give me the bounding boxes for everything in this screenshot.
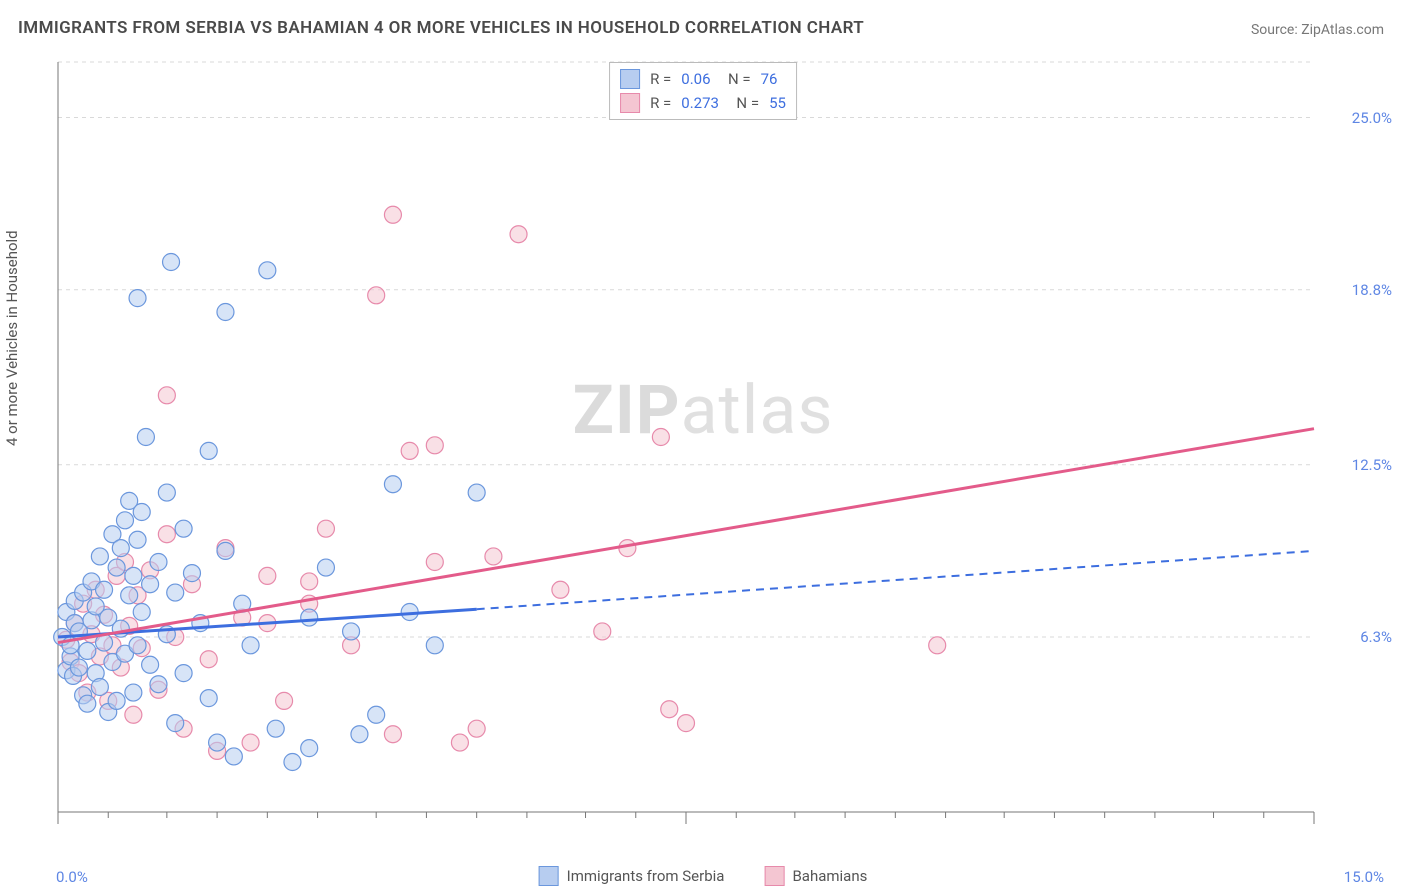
x-axis-min-label: 0.0% [56,868,88,886]
source-attribution: Source: ZipAtlas.com [1251,22,1384,38]
legend-series-label-1: Bahamians [792,867,867,885]
legend-item-0: Immigrants from Serbia [539,866,725,886]
plot-area [52,60,1382,850]
chart-title: IMMIGRANTS FROM SERBIA VS BAHAMIAN 4 OR … [18,18,864,38]
stat-n-value-1: 55 [769,94,786,112]
y-axis-label: 4 or more Vehicles in Household [3,230,21,446]
x-axis-max-label: 15.0% [1344,868,1384,886]
legend-swatch-1 [620,93,640,113]
y-tick-label: 18.8% [1352,281,1392,299]
legend-stats: R = 0.06 N = 76 R = 0.273 N = 55 [609,62,797,120]
stat-n-label-0: N = [721,70,751,88]
y-tick-label: 25.0% [1352,109,1392,127]
stat-r-label-0: R = [650,70,671,88]
chart-container: IMMIGRANTS FROM SERBIA VS BAHAMIAN 4 OR … [0,0,1406,892]
chart-svg [52,60,1382,850]
stat-r-value-1: 0.273 [681,94,719,112]
legend-stats-row-1: R = 0.273 N = 55 [620,91,786,115]
legend-series-label-0: Immigrants from Serbia [567,867,725,885]
stat-n-value-0: 76 [761,70,778,88]
y-tick-label: 12.5% [1352,456,1392,474]
stat-r-label-1: R = [650,94,671,112]
legend-series-swatch-1 [764,866,784,886]
stat-n-label-1: N = [729,94,759,112]
legend-swatch-0 [620,69,640,89]
legend-series: Immigrants from Serbia Bahamians [539,866,868,886]
stat-r-value-0: 0.06 [681,70,710,88]
y-tick-label: 6.3% [1360,628,1392,646]
legend-stats-row-0: R = 0.06 N = 76 [620,67,786,91]
legend-item-1: Bahamians [764,866,867,886]
legend-series-swatch-0 [539,866,559,886]
